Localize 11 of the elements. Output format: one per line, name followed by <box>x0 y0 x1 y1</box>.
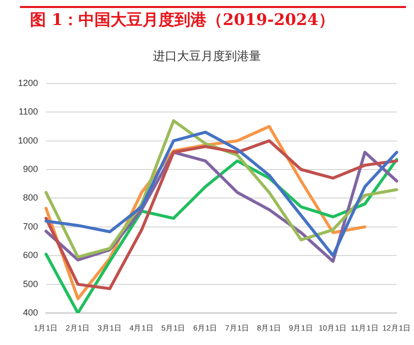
y-tick-label: 800 <box>22 192 38 203</box>
y-tick-label: 500 <box>22 278 38 289</box>
chart-title: 图 1：中国大豆月度到港（2019-2024） <box>30 10 334 31</box>
y-tick-label: 400 <box>22 307 38 318</box>
chart-subtitle: 进口大豆月度到港量 <box>152 48 262 65</box>
y-tick-label: 900 <box>22 164 38 174</box>
y-tick-label: 1000 <box>18 135 38 146</box>
y-tick-label: 1100 <box>18 106 38 117</box>
y-tick-label: 700 <box>22 221 38 232</box>
y-tick-label: 1200 <box>18 78 38 88</box>
y-tick-label: 600 <box>22 250 38 260</box>
